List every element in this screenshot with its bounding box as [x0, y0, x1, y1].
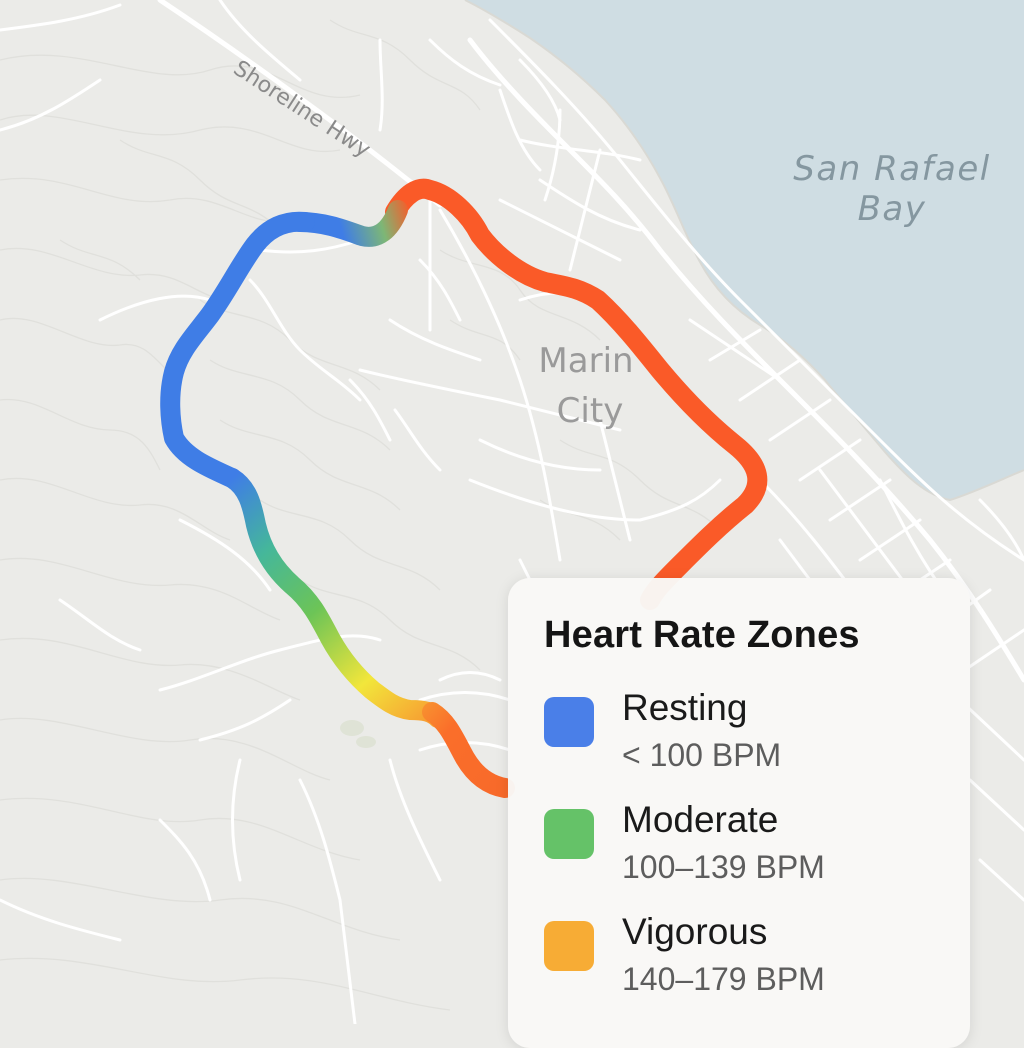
- legend-title: Heart Rate Zones: [544, 614, 860, 656]
- town-label-line1: Marin: [538, 341, 633, 381]
- route-segment-bottom: [422, 702, 515, 798]
- heart-rate-route: [160, 178, 768, 798]
- town-label-line2: City: [557, 391, 624, 431]
- water-bay: [465, 0, 1024, 500]
- zone-resting: Resting < 100 BPM: [544, 687, 970, 799]
- water-label-line1: San Rafael: [793, 149, 990, 189]
- route-segment-descent: [222, 468, 448, 728]
- zone-name-resting: Resting: [622, 687, 748, 728]
- zone-moderate: Moderate 100–139 BPM: [544, 799, 970, 911]
- zone-name-vigorous: Vigorous: [622, 911, 768, 952]
- zone-vigorous: Vigorous 140–179 BPM: [544, 911, 970, 1023]
- zone-range-vigorous: 140–179 BPM: [622, 961, 825, 997]
- zone-range-resting: < 100 BPM: [622, 737, 782, 773]
- swatch-vigorous: [544, 921, 594, 971]
- swatch-resting: [544, 697, 594, 747]
- roads: [0, 0, 1024, 1024]
- legend-panel: Heart Rate Zones Resting < 100 BPM Moder…: [508, 578, 970, 1048]
- park-area: [340, 720, 376, 748]
- route-segment-peak: [385, 178, 768, 610]
- terrain-contours: [0, 19, 721, 1011]
- swatch-moderate: [544, 809, 594, 859]
- zone-range-moderate: 100–139 BPM: [622, 849, 825, 885]
- water-label-line2: Bay: [858, 189, 927, 229]
- route-segment-resting: [160, 211, 315, 488]
- zone-name-moderate: Moderate: [622, 799, 779, 840]
- route-segment-top: [290, 200, 408, 247]
